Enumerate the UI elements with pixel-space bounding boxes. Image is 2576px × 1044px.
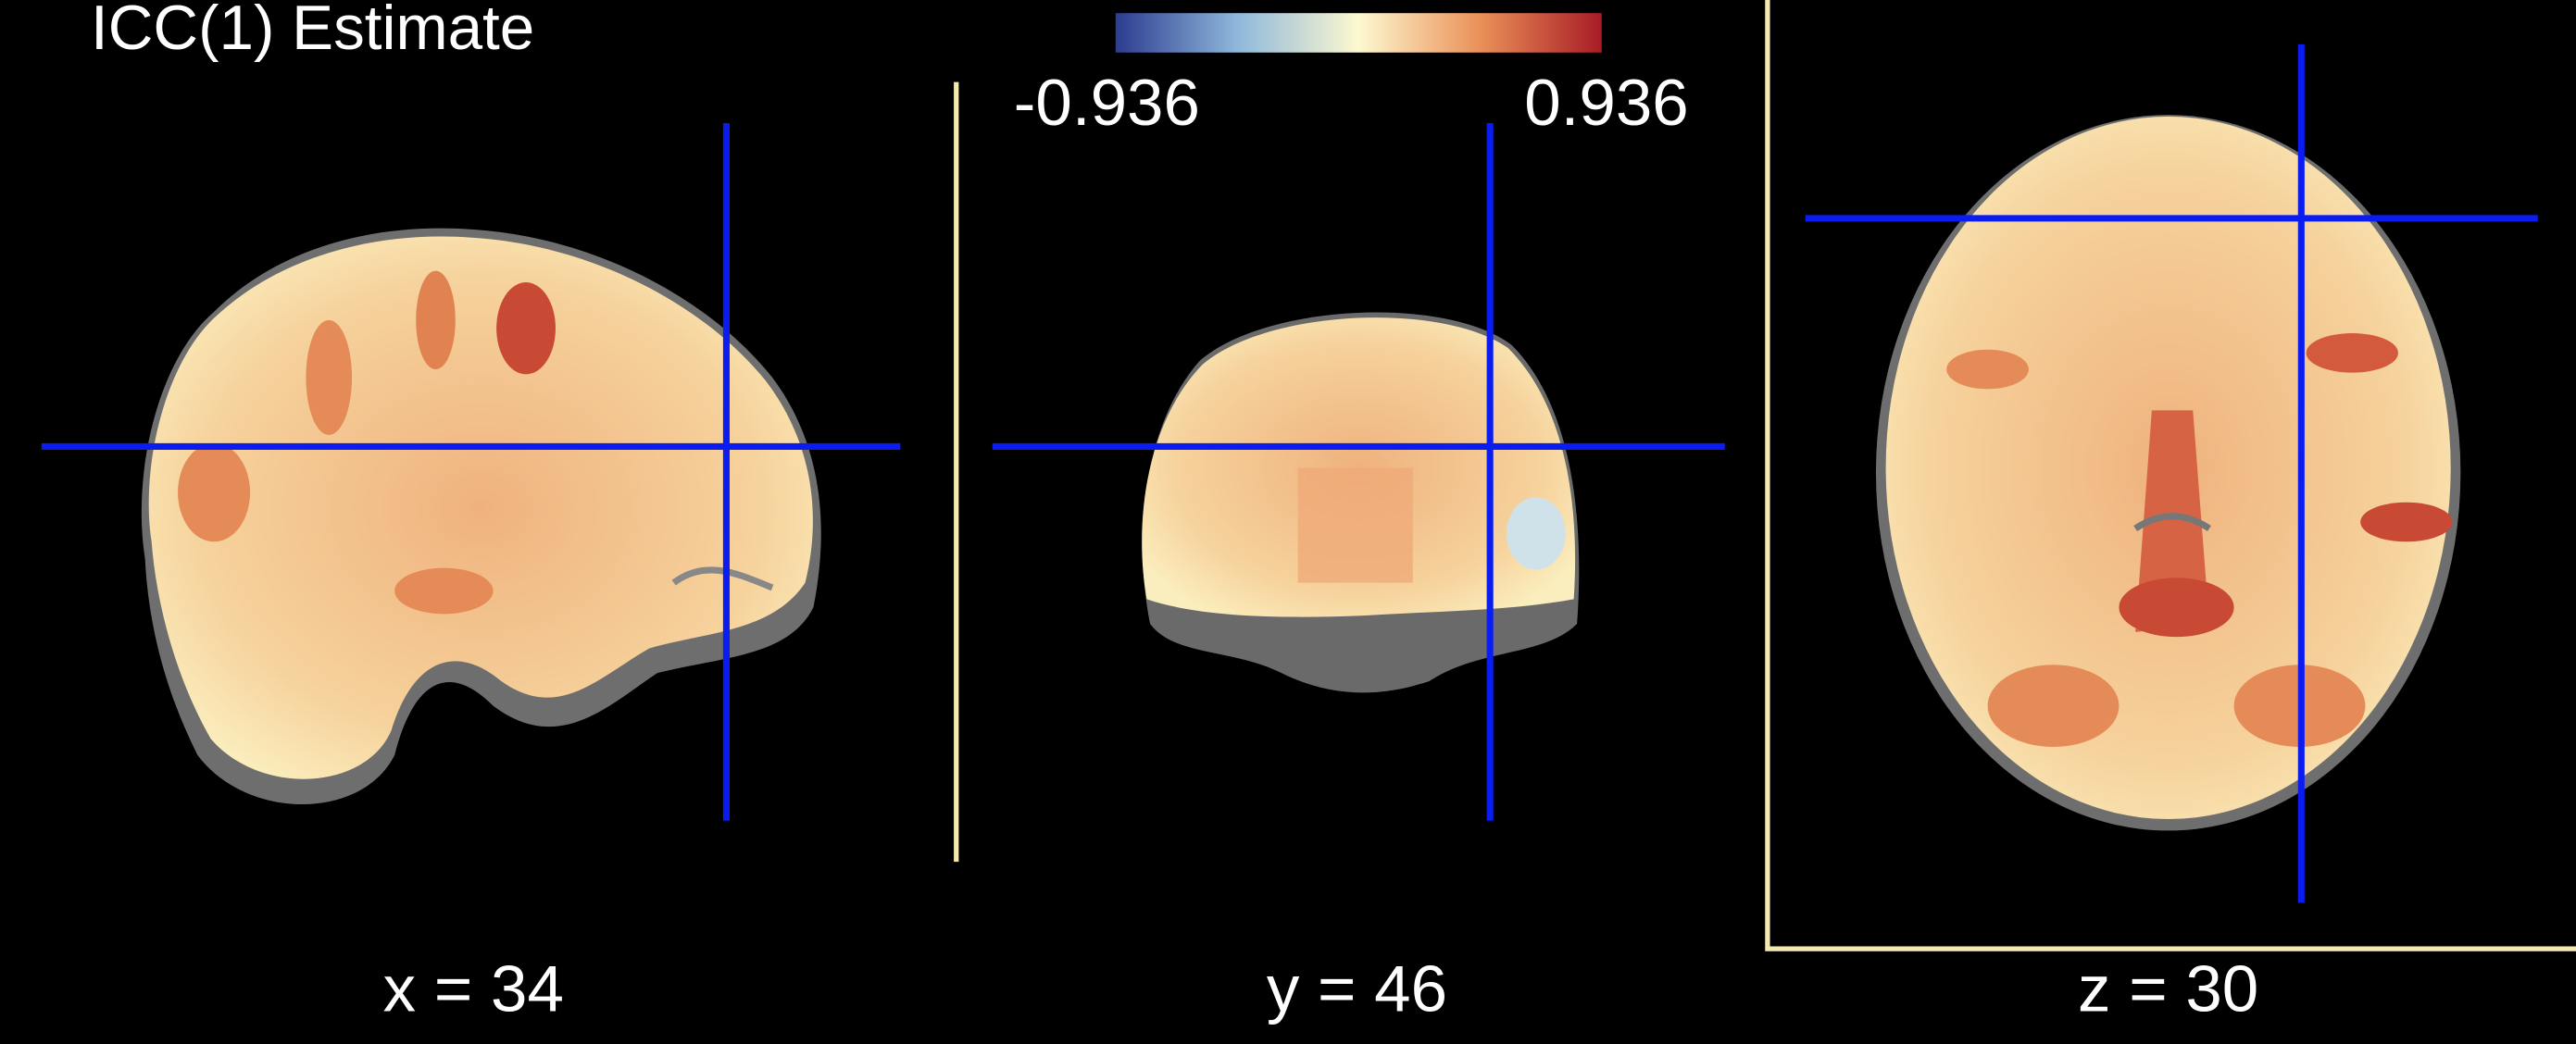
activation (496, 282, 556, 375)
activation (2135, 410, 2209, 632)
activation (394, 567, 494, 615)
coronal-slice (992, 123, 1725, 821)
colorbar (1115, 13, 1602, 53)
activation (2360, 502, 2453, 542)
slice-label: x = 34 (383, 953, 564, 1026)
activation (1987, 665, 2120, 747)
activation (2306, 333, 2398, 373)
colorbar-max-label: 0.936 (1524, 67, 1689, 140)
activation (1297, 467, 1413, 583)
slice-label: z = 30 (2078, 953, 2258, 1026)
activation (2119, 578, 2234, 638)
axial-slice (1805, 44, 2538, 903)
sagittal-slice (41, 123, 901, 821)
activation (1946, 349, 2029, 390)
selected-frame (1765, 0, 2576, 951)
title: ICC(1) Estimate (91, 0, 534, 63)
activation (178, 442, 251, 542)
ventricle (2133, 513, 2211, 532)
colorbar-min-label: -0.936 (1014, 67, 1200, 140)
slice-label: y = 46 (1267, 953, 1447, 1026)
activation (306, 319, 353, 435)
activation (416, 270, 456, 370)
brain-tissue (1142, 317, 1576, 617)
activation (1506, 497, 1566, 570)
